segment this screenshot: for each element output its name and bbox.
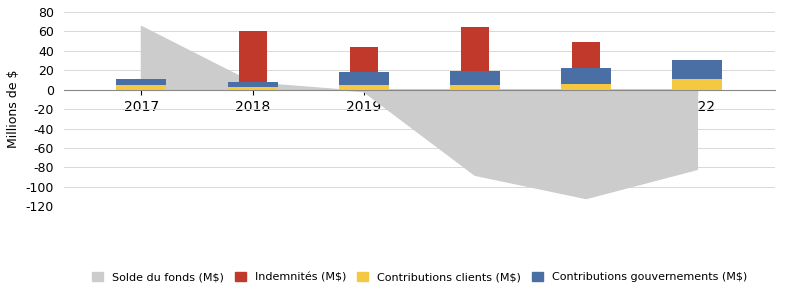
Bar xyxy=(450,71,500,85)
Bar xyxy=(672,60,722,79)
Bar xyxy=(117,79,166,85)
Bar xyxy=(338,72,389,85)
Bar xyxy=(561,84,611,90)
Bar xyxy=(127,81,155,90)
Bar xyxy=(227,82,278,87)
Bar xyxy=(450,85,500,90)
Bar xyxy=(238,31,266,90)
Bar xyxy=(117,85,166,90)
Y-axis label: Millions de $: Millions de $ xyxy=(7,70,20,148)
Bar xyxy=(683,87,711,90)
Polygon shape xyxy=(142,26,698,199)
Bar xyxy=(572,42,600,90)
Bar xyxy=(227,87,278,90)
Legend: Solde du fonds (M$), Indemnités (M$), Contributions clients (M$), Contributions : Solde du fonds (M$), Indemnités (M$), Co… xyxy=(91,272,747,282)
Bar xyxy=(561,68,611,84)
Bar xyxy=(461,26,489,90)
Bar xyxy=(350,47,378,90)
Bar xyxy=(672,79,722,90)
Bar xyxy=(338,85,389,90)
